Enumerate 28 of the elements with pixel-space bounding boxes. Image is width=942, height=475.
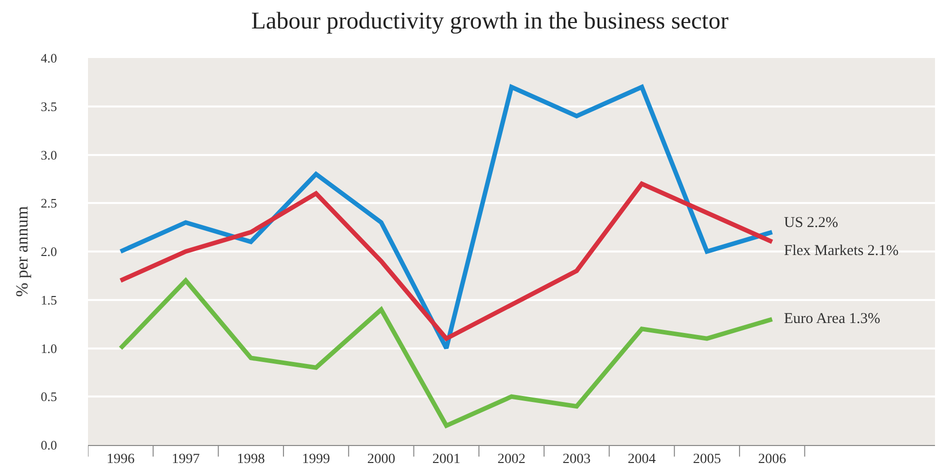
x-tick-label: 2002	[498, 452, 526, 467]
line-series	[118, 278, 774, 428]
y-axis-title: % per annum	[12, 206, 32, 297]
x-tick-label: 2005	[692, 452, 721, 467]
y-tick-label: 0.5	[40, 389, 57, 404]
x-tick-label: 2006	[758, 452, 786, 467]
y-tick-label: 1.5	[40, 292, 57, 308]
line-series	[118, 84, 774, 350]
x-tick-label: 2003	[562, 452, 591, 467]
x-tick-label: 2001	[432, 452, 460, 467]
x-tick-label: 2000	[367, 452, 396, 467]
x-tick-label: 1996	[106, 452, 135, 467]
series-label: Euro Area 1.3%	[784, 311, 880, 327]
y-tick-label: 2.0	[40, 244, 57, 260]
x-tick-label: 1998	[236, 452, 265, 467]
y-tick-label: 3.0	[40, 147, 57, 162]
y-tick-label: 3.5	[40, 98, 57, 114]
line-series	[118, 182, 774, 341]
x-tick-label: 1999	[302, 452, 330, 467]
x-tick-label: 2004	[628, 452, 656, 467]
series-label: Flex Markets 2.1%	[784, 243, 899, 259]
y-tick-label: 4.0	[40, 50, 57, 66]
y-tick-label: 0.0	[40, 438, 57, 453]
y-tick-label: 1.0	[40, 340, 57, 356]
y-tick-label: 2.5	[40, 196, 57, 211]
x-tick-label: 1997	[172, 452, 200, 467]
series-label: US 2.2%	[784, 215, 838, 231]
chart-title: Labour productivity growth in the business sector	[251, 8, 728, 35]
